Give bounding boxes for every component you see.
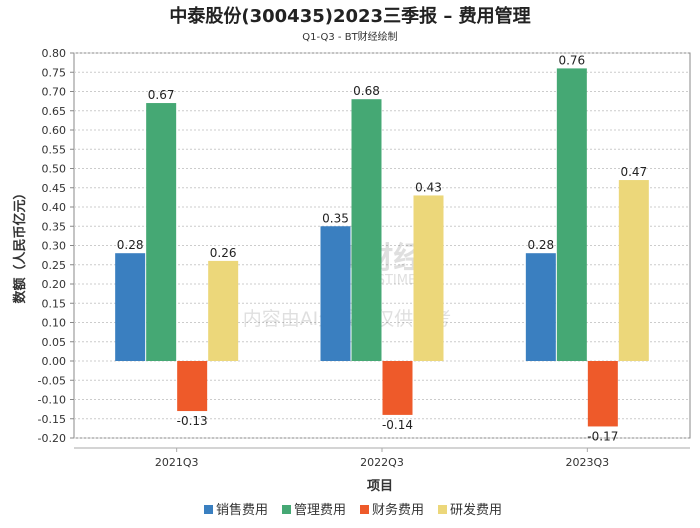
y-tick-label: 0.15 — [42, 297, 67, 310]
y-tick-label: 0.40 — [42, 201, 67, 214]
chart-title: 中泰股份(300435)2023三季报 – 费用管理 — [169, 5, 530, 27]
bar — [115, 253, 146, 361]
bar — [413, 195, 444, 361]
x-tick-label: 2021Q3 — [155, 456, 199, 469]
y-tick-label: 0.75 — [42, 66, 67, 79]
bar — [525, 253, 556, 361]
data-label: -0.14 — [382, 418, 413, 432]
y-tick-label: 0.25 — [42, 259, 67, 272]
data-label: 0.47 — [620, 165, 647, 179]
bar — [618, 180, 649, 361]
y-tick-label: -0.15 — [38, 413, 66, 426]
data-label: -0.13 — [177, 414, 208, 428]
y-tick-label: 0.20 — [42, 278, 67, 291]
legend-swatch — [438, 505, 447, 514]
data-label: -0.17 — [587, 429, 618, 443]
y-tick-label: 0.60 — [42, 124, 67, 137]
legend-swatch — [360, 505, 369, 514]
bar — [320, 226, 351, 361]
data-label: 0.76 — [558, 53, 585, 67]
data-label: 0.28 — [527, 238, 554, 252]
legend-label: 管理费用 — [294, 503, 346, 518]
y-tick-label: 0.45 — [42, 182, 67, 195]
bar — [556, 68, 587, 362]
y-tick-label: -0.05 — [38, 374, 66, 387]
y-tick-label: 0.10 — [42, 317, 67, 330]
bar — [351, 99, 382, 361]
x-axis-label: 项目 — [367, 479, 393, 494]
y-tick-label: 0.30 — [42, 240, 67, 253]
bar — [177, 361, 208, 412]
data-label: 0.28 — [117, 238, 144, 252]
legend-swatch — [204, 505, 213, 514]
legend: 销售费用 管理费用 财务费用 研发费用 — [204, 502, 502, 518]
y-tick-label: 0.70 — [42, 86, 67, 99]
bar — [208, 260, 239, 361]
bar — [382, 361, 413, 415]
y-tick-label: 0.55 — [42, 143, 67, 156]
y-tick-label: 0.35 — [42, 220, 67, 233]
legend-label: 财务费用 — [372, 502, 424, 518]
y-tick-label: -0.20 — [38, 432, 66, 445]
data-label: 0.26 — [210, 246, 237, 260]
legend-label: 销售费用 — [216, 502, 268, 518]
legend-swatch — [282, 505, 291, 514]
y-tick-label: 0.50 — [42, 163, 67, 176]
y-tick-label: -0.10 — [38, 394, 66, 407]
data-label: 0.43 — [415, 180, 442, 194]
y-tick-label: 0.00 — [42, 355, 67, 368]
y-tick-label: 0.65 — [42, 105, 67, 118]
bar — [587, 361, 618, 427]
legend-label: 研发费用 — [450, 502, 502, 518]
x-tick-label: 2023Q3 — [566, 456, 610, 469]
data-label: 0.67 — [148, 88, 175, 102]
y-tick-label: 0.80 — [42, 47, 67, 60]
data-label: 0.35 — [322, 211, 349, 225]
data-label: 0.68 — [353, 84, 380, 98]
y-axis-label: 数额（人民币亿元） — [12, 186, 28, 303]
x-tick-label: 2022Q3 — [360, 456, 404, 469]
chart-subtitle: Q1-Q3 - BT财经绘制 — [302, 30, 397, 43]
bar — [146, 103, 177, 362]
y-tick-label: 0.05 — [42, 336, 67, 349]
